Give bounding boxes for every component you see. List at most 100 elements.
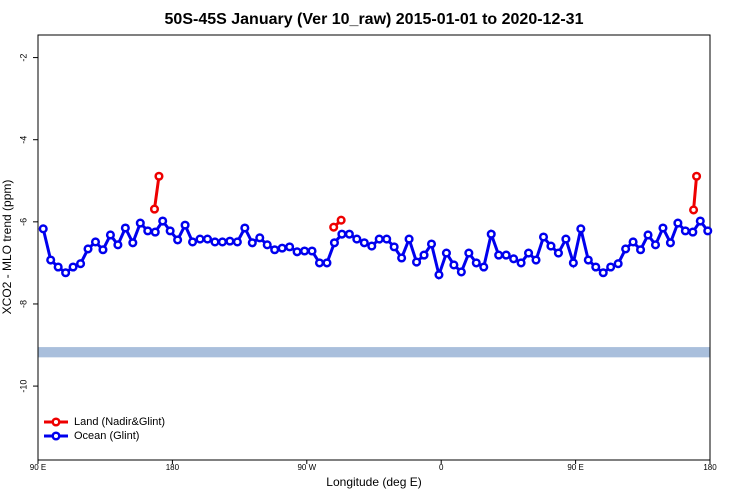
data-point bbox=[143, 226, 153, 236]
data-point bbox=[247, 238, 257, 248]
data-point bbox=[277, 243, 287, 253]
data-point bbox=[83, 244, 93, 254]
data-point bbox=[479, 262, 489, 272]
data-point bbox=[531, 255, 541, 265]
legend-marker bbox=[51, 431, 61, 441]
data-point bbox=[628, 237, 638, 247]
data-point bbox=[636, 245, 646, 255]
plot-frame bbox=[37, 34, 711, 461]
data-point bbox=[688, 227, 698, 237]
data-point bbox=[158, 216, 168, 226]
data-point bbox=[307, 246, 317, 256]
data-point bbox=[434, 270, 444, 280]
data-point bbox=[643, 230, 653, 240]
data-point bbox=[359, 238, 369, 248]
x-axis-title: Longitude (deg E) bbox=[326, 475, 421, 489]
y-tick-label: -2 bbox=[18, 54, 28, 62]
data-point bbox=[464, 248, 474, 258]
data-point bbox=[314, 258, 325, 268]
data-point bbox=[105, 230, 115, 240]
data-point bbox=[576, 224, 586, 234]
data-point bbox=[419, 250, 429, 260]
legend-marker bbox=[51, 417, 61, 427]
x-tick-label: 180 bbox=[703, 463, 717, 472]
data-point bbox=[486, 229, 496, 239]
x-tick-label: 180 bbox=[166, 463, 180, 472]
x-tick-label: 90 E bbox=[567, 463, 583, 472]
data-point bbox=[397, 253, 407, 263]
data-point bbox=[225, 236, 235, 246]
data-point bbox=[344, 229, 354, 239]
data-point bbox=[38, 224, 48, 234]
data-point bbox=[336, 215, 346, 225]
data-point bbox=[195, 234, 205, 244]
data-point bbox=[113, 240, 123, 250]
x-tick-label: 90 W bbox=[297, 463, 316, 472]
data-point bbox=[217, 237, 227, 247]
band bbox=[38, 347, 710, 358]
data-point bbox=[202, 234, 213, 244]
data-point bbox=[456, 267, 466, 277]
legend-label: Land (Nadir&Glint) bbox=[74, 416, 165, 428]
data-point bbox=[90, 237, 101, 247]
data-point bbox=[494, 250, 504, 260]
data-point bbox=[389, 242, 399, 252]
y-tick-label: -10 bbox=[18, 380, 28, 393]
data-point bbox=[352, 234, 362, 244]
data-point bbox=[650, 240, 661, 250]
data-point bbox=[412, 257, 422, 267]
data-point bbox=[46, 255, 56, 265]
data-point bbox=[524, 248, 534, 258]
y-tick-label: -6 bbox=[18, 218, 28, 226]
data-point bbox=[621, 244, 631, 254]
chart-title: 50S-45S January (Ver 10_raw) 2015-01-01 … bbox=[165, 11, 584, 28]
data-point bbox=[509, 254, 519, 264]
data-point bbox=[240, 223, 250, 233]
data-point bbox=[441, 248, 451, 258]
data-point bbox=[689, 205, 699, 215]
data-point bbox=[598, 268, 608, 278]
y-axis-title: XCO2 - MLO trend (ppm) bbox=[0, 180, 14, 315]
data-point bbox=[173, 235, 183, 245]
data-point bbox=[128, 238, 138, 248]
data-point bbox=[367, 241, 377, 251]
data-point bbox=[449, 260, 459, 270]
data-point bbox=[292, 247, 302, 257]
data-point bbox=[76, 259, 86, 269]
data-point bbox=[613, 259, 623, 269]
data-point bbox=[546, 241, 556, 251]
y-tick-label: -8 bbox=[18, 300, 28, 308]
data-point bbox=[262, 240, 272, 250]
data-point bbox=[188, 237, 198, 247]
data-point bbox=[180, 220, 190, 230]
data-point bbox=[553, 248, 563, 258]
data-point bbox=[658, 223, 668, 233]
data-point bbox=[322, 258, 332, 268]
data-point bbox=[692, 171, 702, 181]
data-point bbox=[232, 237, 242, 247]
data-point bbox=[68, 262, 78, 272]
data-point bbox=[703, 226, 713, 236]
data-point bbox=[285, 242, 295, 252]
data-point bbox=[337, 229, 347, 239]
data-point bbox=[53, 262, 63, 272]
y-tick-label: -4 bbox=[18, 136, 28, 144]
data-point bbox=[501, 250, 511, 260]
data-point bbox=[591, 262, 601, 272]
data-point bbox=[680, 226, 690, 236]
x-tick-label: 90 E bbox=[30, 463, 46, 472]
data-point bbox=[695, 216, 705, 226]
data-point bbox=[561, 234, 571, 244]
data-point bbox=[120, 223, 130, 233]
data-point bbox=[61, 268, 71, 278]
data-point bbox=[135, 218, 145, 228]
data-point bbox=[149, 204, 160, 214]
data-point bbox=[210, 237, 220, 247]
data-point bbox=[568, 258, 578, 268]
data-point bbox=[98, 245, 108, 255]
data-point bbox=[516, 258, 526, 268]
data-point bbox=[165, 226, 175, 236]
data-point bbox=[471, 258, 481, 268]
